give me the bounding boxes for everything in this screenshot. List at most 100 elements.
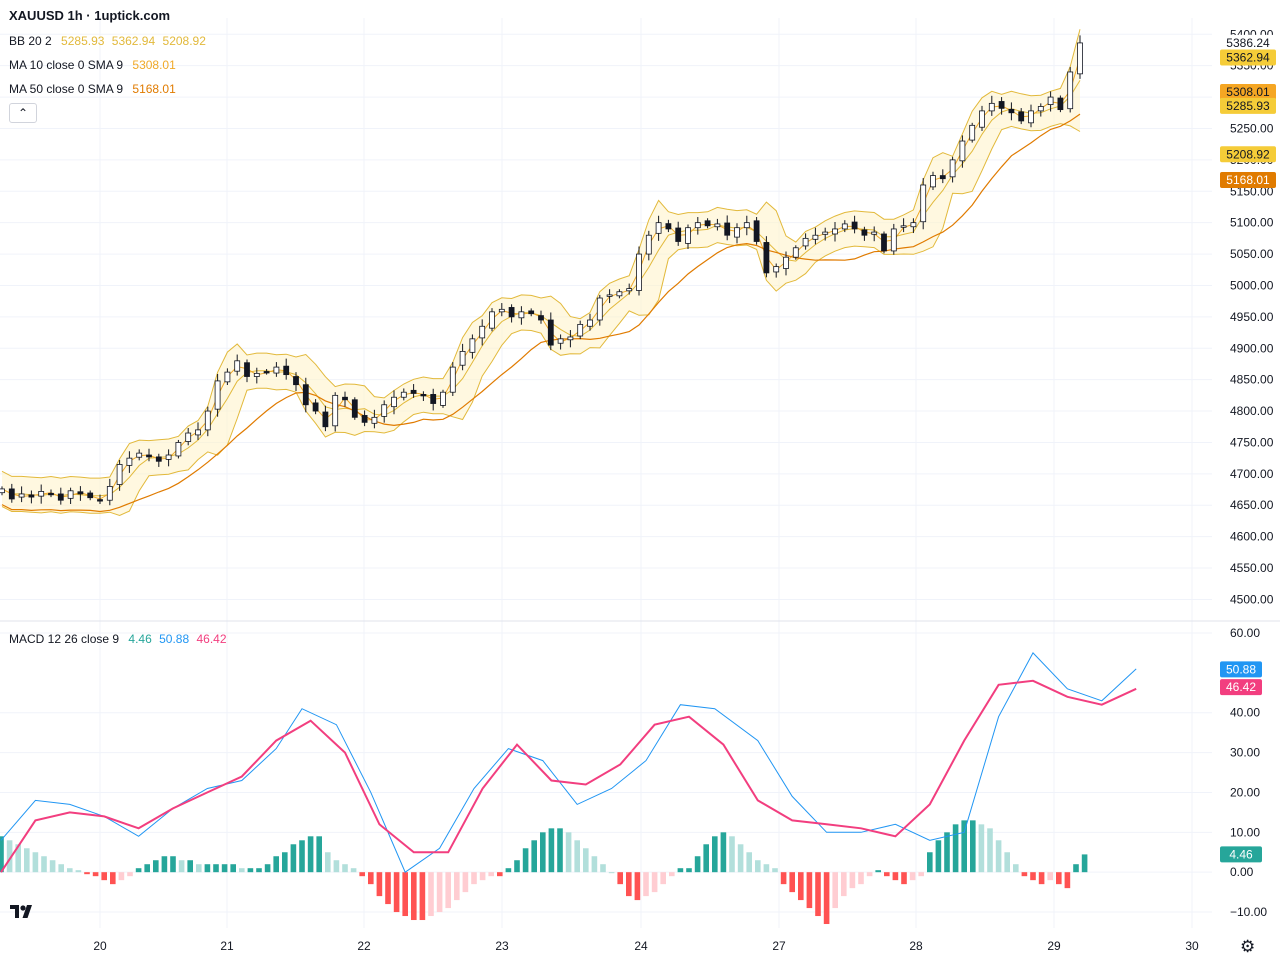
- macd-hist-bar: [540, 832, 546, 873]
- candle: [518, 311, 525, 319]
- time-axis: 20 21 22 23 24 27 28 29 30: [93, 939, 1199, 953]
- macd-hist-bar: [660, 872, 666, 885]
- candle: [224, 371, 231, 383]
- macd-hist-bar: [153, 860, 159, 873]
- candle: [930, 175, 936, 188]
- macd-hist-bar: [815, 872, 821, 917]
- candle: [400, 391, 407, 398]
- price-tag: [1220, 171, 1276, 188]
- macd-tick-label: 30.00: [1230, 746, 1260, 760]
- legend-ma50[interactable]: MA 50 close 0 SMA 9 5168.01: [9, 82, 180, 96]
- candle: [214, 380, 221, 410]
- candle: [841, 223, 848, 230]
- price-tick-label: 4550.00: [1230, 561, 1274, 575]
- candle: [822, 231, 829, 235]
- candle: [724, 222, 731, 236]
- price-tag: [1220, 34, 1276, 51]
- macd-hist-bar: [67, 868, 73, 873]
- candle: [508, 307, 515, 318]
- macd-hist-bar: [1004, 852, 1010, 873]
- candle: [97, 499, 103, 502]
- candle: [87, 492, 94, 499]
- gridlines: [0, 18, 1212, 928]
- macd-hist-bar: [875, 870, 881, 873]
- macd-hist-bar: [591, 856, 598, 873]
- candle: [361, 415, 368, 423]
- macd-axis: 60.00 40.00 30.00 20.00 10.00 0.00 −10.00 50.88…: [1220, 626, 1267, 919]
- macd-hist-bar: [187, 860, 193, 873]
- candle: [57, 493, 64, 501]
- macd-hist-bar: [737, 844, 744, 873]
- gear-icon[interactable]: ⚙: [1240, 937, 1256, 956]
- candle: [479, 325, 486, 339]
- time-tick-label: 21: [220, 939, 234, 953]
- legend-ma50-value: 5168.01: [132, 82, 176, 96]
- macd-hist-bar: [6, 840, 13, 873]
- candle: [1067, 71, 1074, 110]
- legend-macd-label: MACD 12 26 close 9: [9, 632, 120, 646]
- macd-tag-label: 4.46: [1229, 847, 1253, 861]
- legend-macd-hist-value: 4.46: [128, 632, 152, 646]
- macd-hist-bar: [677, 868, 684, 873]
- macd-hist-bar: [316, 836, 322, 873]
- macd-hist-bar: [84, 872, 90, 875]
- macd-hist-bar: [918, 872, 924, 877]
- macd-hist-bar: [333, 860, 340, 873]
- macd-hist-bar: [264, 864, 271, 873]
- price-tick-label: 4750.00: [1230, 435, 1274, 449]
- macd-hist-bar: [359, 872, 365, 877]
- candle: [449, 366, 456, 393]
- legend-ma10[interactable]: MA 10 close 0 SMA 9 5308.01: [9, 58, 180, 72]
- time-tick-label: 27: [772, 939, 786, 953]
- candle: [832, 228, 838, 235]
- macd-hist-bar: [144, 864, 150, 873]
- macd-tag-label: 46.42: [1226, 680, 1256, 694]
- candle: [528, 310, 535, 315]
- candle: [1008, 108, 1015, 114]
- candle: [342, 396, 348, 401]
- macd-signal-line: [0, 679, 1137, 873]
- tradingview-logo[interactable]: [8, 900, 38, 922]
- price-tick-label: 4850.00: [1230, 373, 1274, 387]
- macd-hist-bar: [961, 820, 967, 873]
- candle: [979, 110, 985, 128]
- time-tick-label: 22: [357, 939, 371, 953]
- macd-hist-bar: [746, 852, 752, 873]
- macd-hist-bar: [522, 848, 529, 873]
- candle: [67, 490, 74, 499]
- candle: [1057, 97, 1064, 111]
- legend-macd[interactable]: MACD 12 26 close 9 4.46 50.88 46.42: [9, 632, 231, 646]
- macd-hist-bar: [858, 872, 864, 885]
- macd-tick-label: 40.00: [1230, 706, 1260, 720]
- macd-hist-bar: [626, 872, 632, 897]
- time-tick-label: 30: [1185, 939, 1199, 953]
- macd-hist-bar: [273, 856, 279, 873]
- macd-hist-bar: [505, 868, 512, 873]
- macd-hist-bar: [823, 872, 830, 925]
- macd-hist-bar: [1064, 872, 1071, 889]
- macd-hist-bar: [600, 864, 606, 873]
- candle: [557, 338, 564, 344]
- candle: [959, 140, 966, 162]
- price-tag: [1220, 146, 1276, 163]
- macd-hist-bar: [436, 872, 443, 913]
- candle: [498, 308, 505, 313]
- candle: [881, 233, 887, 252]
- macd-hist-bar: [866, 872, 873, 877]
- macd-hist-bar: [608, 872, 615, 874]
- candle: [263, 371, 270, 374]
- candle: [861, 229, 868, 236]
- collapse-legend-button[interactable]: ⌃: [9, 103, 37, 123]
- legend-bb[interactable]: BB 20 2 5285.93 5362.94 5208.92: [9, 34, 210, 48]
- macd-tag: [1220, 679, 1262, 696]
- price-tag-label: 5386.24: [1226, 36, 1270, 50]
- candle: [312, 402, 319, 412]
- candle: [538, 315, 544, 321]
- macd-hist-bar: [75, 870, 82, 873]
- candle: [1018, 111, 1025, 122]
- macd-hist-bar: [41, 856, 47, 873]
- macd-hist-bar: [307, 836, 314, 873]
- macd-hist-bar: [978, 824, 985, 873]
